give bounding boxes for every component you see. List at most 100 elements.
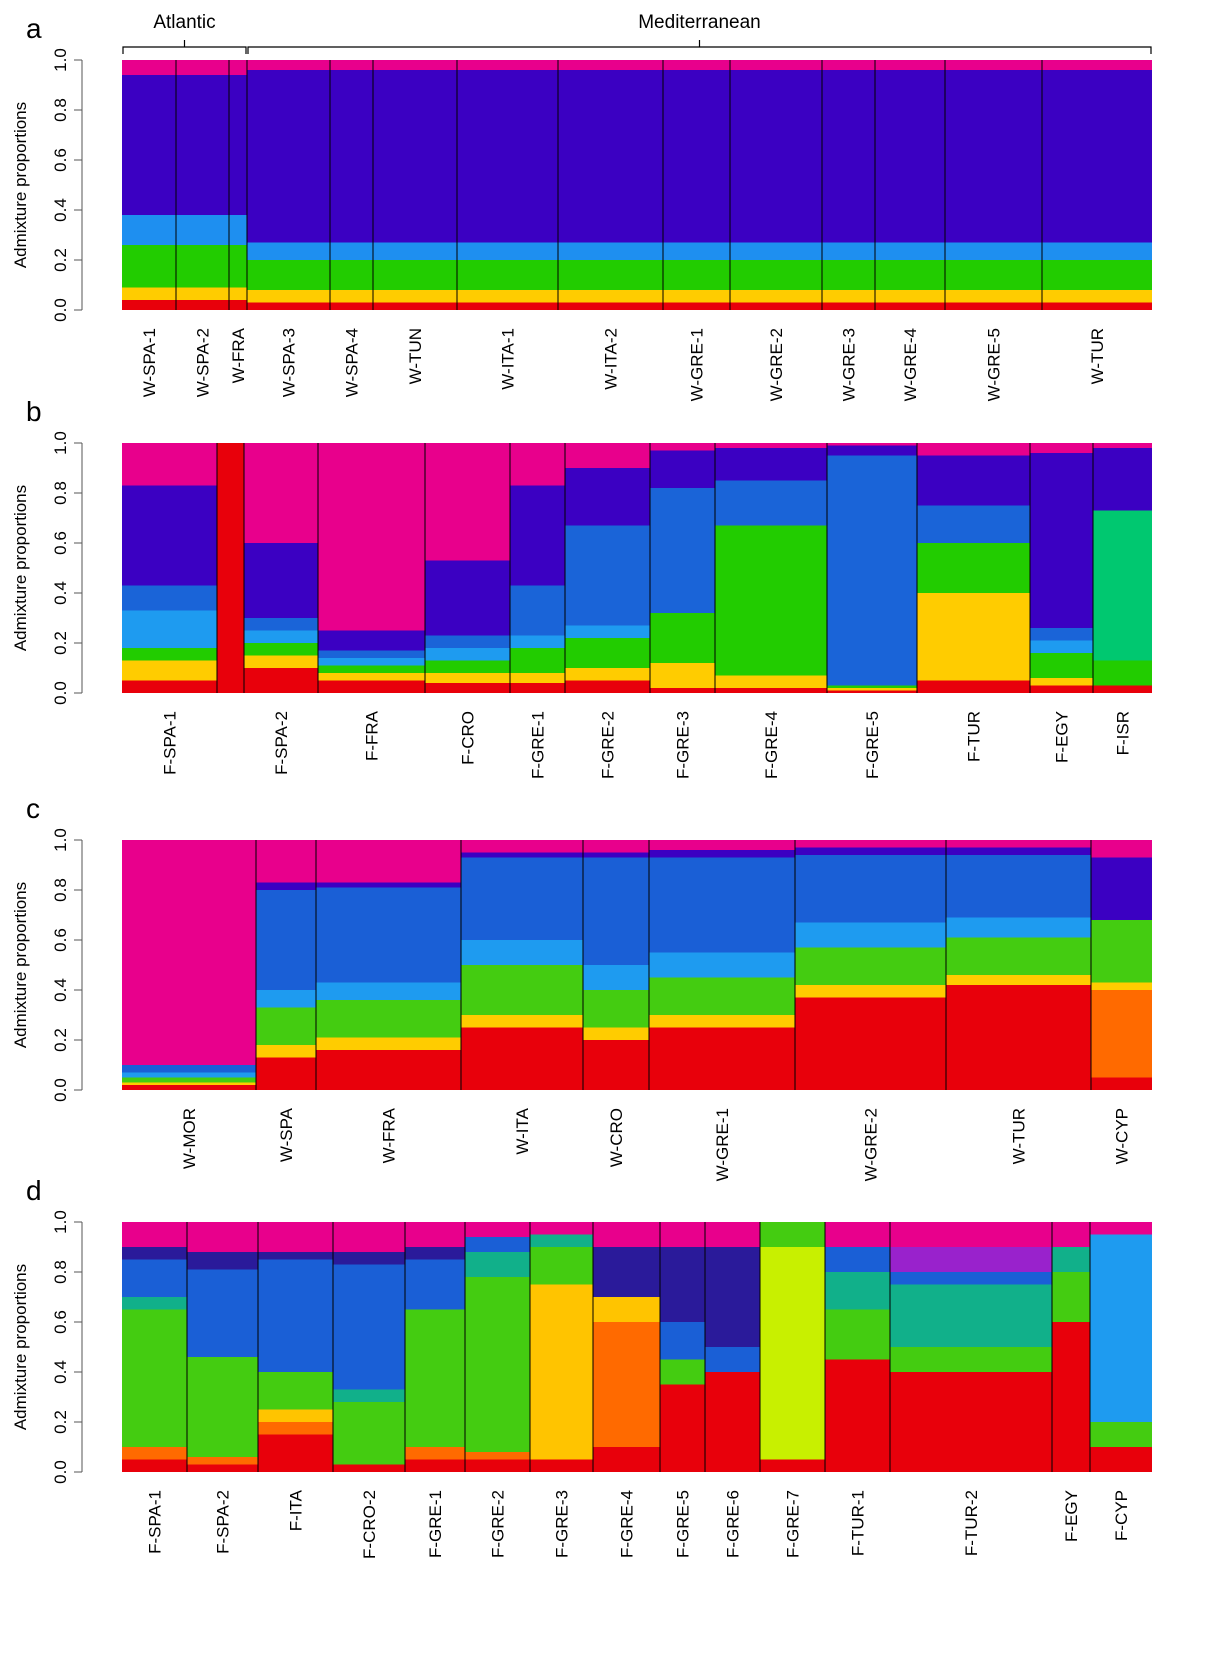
admixture-segment <box>649 840 795 850</box>
admixture-segment <box>122 680 217 693</box>
admixture-segment <box>946 917 1091 938</box>
population-label: F-SPA-1 <box>161 711 180 775</box>
admixture-segment <box>1042 70 1152 243</box>
admixture-segment <box>461 1015 583 1028</box>
admixture-segment <box>946 847 1091 855</box>
y-axis-label: Admixture proportions <box>11 882 30 1048</box>
admixture-segment <box>510 648 565 673</box>
admixture-segment <box>457 302 558 310</box>
admixture-segment <box>822 290 875 303</box>
admixture-segment <box>176 300 229 310</box>
y-tick-label: 0.0 <box>51 1460 70 1484</box>
admixture-segment <box>1030 640 1093 653</box>
admixture-segment <box>405 1222 465 1247</box>
y-tick-label: 0.6 <box>51 1310 70 1334</box>
population-label: W-ITA <box>513 1107 532 1154</box>
y-tick-label: 0.8 <box>51 1260 70 1284</box>
admixture-segment <box>461 840 583 853</box>
admixture-segment <box>122 245 176 288</box>
admixture-segment <box>122 660 217 681</box>
admixture-segment <box>917 505 1030 543</box>
admixture-segment <box>247 70 330 243</box>
admixture-segment <box>256 990 316 1008</box>
admixture-segment <box>1093 448 1152 511</box>
admixture-segment <box>229 60 247 75</box>
panel-letter: d <box>26 1175 42 1206</box>
population-label: F-GRE-1 <box>529 711 548 779</box>
admixture-segment <box>650 663 715 688</box>
admixture-segment <box>827 690 917 693</box>
population-label: W-SPA-4 <box>343 328 362 397</box>
admixture-segment <box>187 1252 258 1270</box>
admixture-segment <box>917 443 1030 456</box>
admixture-segment <box>583 1027 649 1040</box>
admixture-segment <box>827 455 917 686</box>
admixture-segment <box>318 680 425 693</box>
admixture-segment <box>187 1269 258 1357</box>
admixture-segment <box>122 648 217 661</box>
admixture-segment <box>333 1402 405 1465</box>
population-label: W-GRE-4 <box>901 328 920 401</box>
admixture-segment <box>1090 1422 1152 1447</box>
y-tick-label: 0.0 <box>51 681 70 705</box>
population-label: F-GRE-5 <box>674 1490 693 1558</box>
admixture-segment <box>457 242 558 260</box>
y-tick-label: 0.4 <box>51 198 70 222</box>
admixture-segment <box>122 840 256 1065</box>
admixture-segment <box>258 1422 333 1435</box>
admixture-segment <box>330 290 373 303</box>
admixture-segment <box>593 1447 660 1472</box>
admixture-segment <box>187 1464 258 1472</box>
admixture-segment <box>247 302 330 310</box>
admixture-segment <box>650 613 715 663</box>
admixture-segment <box>583 1040 649 1090</box>
population-label: W-GRE-1 <box>688 328 707 401</box>
admixture-segment <box>1091 857 1152 920</box>
admixture-segment <box>1030 628 1093 641</box>
admixture-segment <box>1042 242 1152 260</box>
y-tick-label: 0.4 <box>51 1360 70 1384</box>
population-label: W-TUR <box>1010 1108 1029 1164</box>
admixture-segment <box>946 937 1091 975</box>
admixture-segment <box>945 260 1042 290</box>
admixture-segment <box>715 675 827 688</box>
population-label: F-GRE-3 <box>674 711 693 779</box>
admixture-segment <box>583 990 649 1028</box>
panel-letter: b <box>26 396 42 427</box>
admixture-segment <box>122 443 217 486</box>
admixture-segment <box>510 635 565 648</box>
admixture-segment <box>715 525 827 676</box>
admixture-segment <box>705 1222 760 1247</box>
population-label: W-GRE-3 <box>840 328 859 401</box>
population-label: F-TUR <box>965 711 984 762</box>
admixture-segment <box>825 1309 890 1360</box>
admixture-segment <box>457 290 558 303</box>
y-tick-label: 0.2 <box>51 1410 70 1434</box>
admixture-segment <box>229 215 247 245</box>
admixture-segment <box>825 1272 890 1310</box>
admixture-segment <box>1091 1077 1152 1090</box>
admixture-segment <box>715 443 827 448</box>
admixture-segment <box>405 1259 465 1310</box>
admixture-segment <box>530 1222 593 1235</box>
admixture-segment <box>122 1222 187 1247</box>
admixture-segment <box>465 1452 530 1460</box>
admixture-segment <box>122 1447 187 1460</box>
admixture-segment <box>875 302 945 310</box>
admixture-segment <box>583 857 649 965</box>
admixture-segment <box>875 260 945 290</box>
admixture-segment <box>1042 302 1152 310</box>
admixture-segment <box>795 985 946 998</box>
admixture-segment <box>890 1222 1052 1247</box>
admixture-segment <box>946 975 1091 985</box>
admixture-segment <box>122 1065 256 1073</box>
y-tick-label: 0.0 <box>51 298 70 322</box>
y-tick-label: 0.8 <box>51 481 70 505</box>
admixture-segment <box>558 70 663 243</box>
admixture-segment <box>795 840 946 848</box>
population-label: F-SPA-2 <box>272 711 291 775</box>
admixture-segment <box>1052 1222 1090 1247</box>
admixture-segment <box>730 60 822 70</box>
admixture-segment <box>650 443 715 451</box>
admixture-segment <box>917 593 1030 681</box>
